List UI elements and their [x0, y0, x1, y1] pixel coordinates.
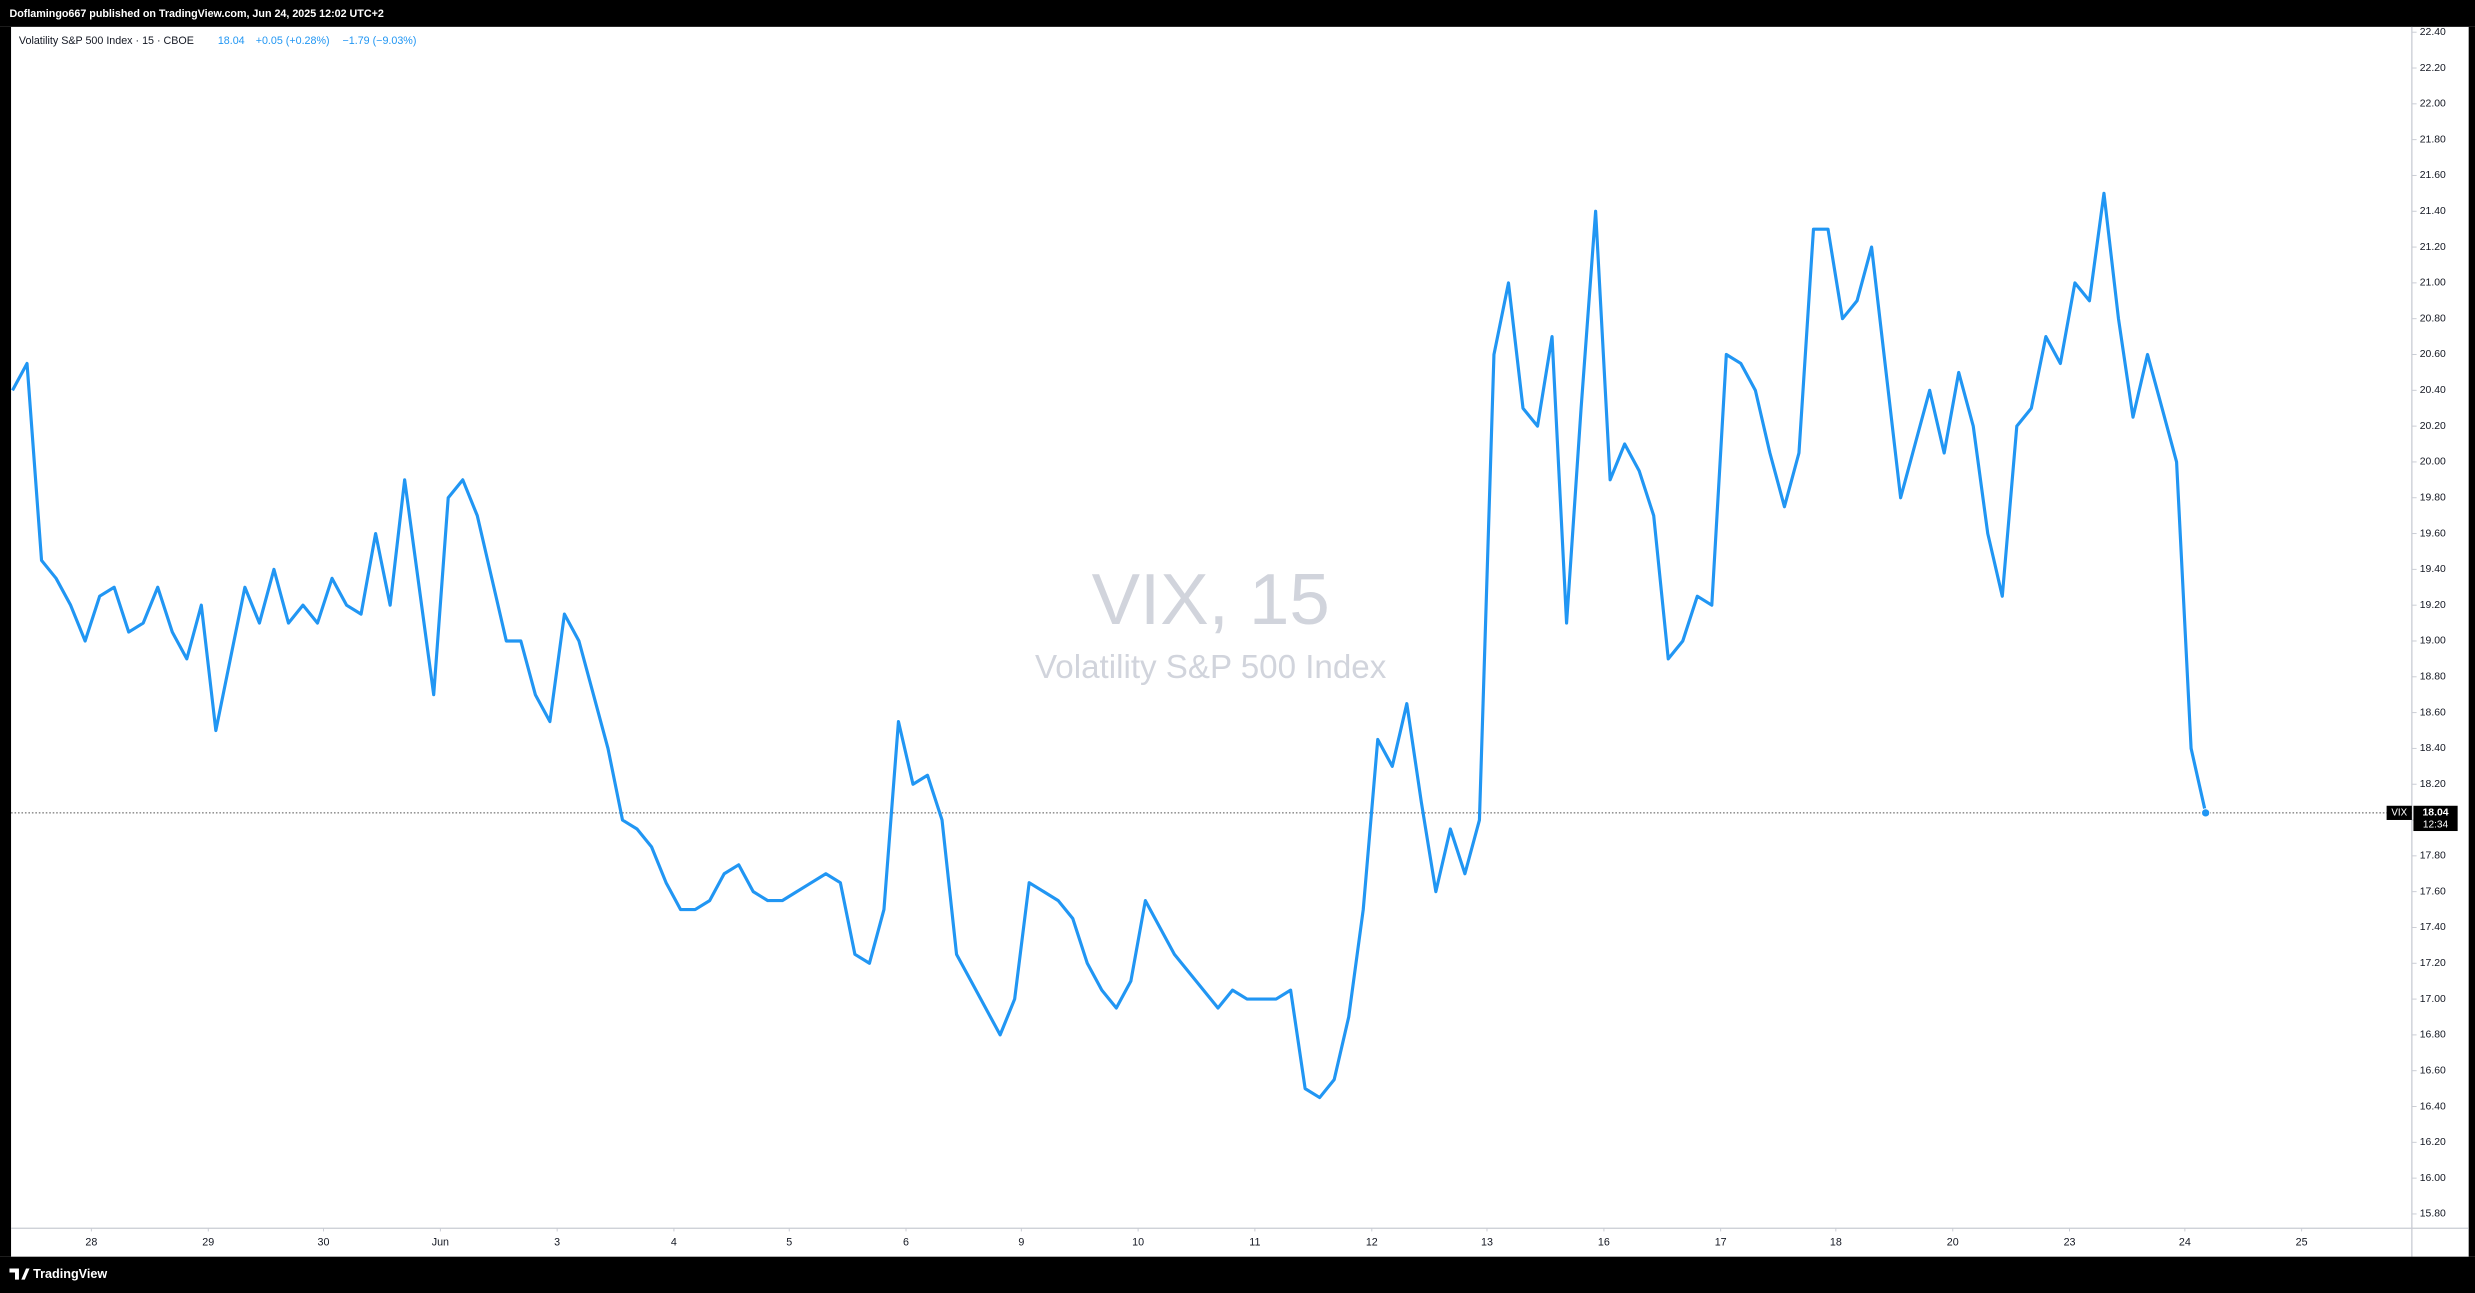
x-tick-label: 25: [2296, 1236, 2308, 1248]
x-tick-label: 29: [202, 1236, 214, 1248]
x-tick-label: 5: [786, 1236, 792, 1248]
symbol-tag: [2386, 805, 2412, 820]
publish-info: Doflamingo667 published on TradingView.c…: [9, 8, 383, 20]
x-tick-label: 3: [554, 1236, 560, 1248]
x-tick-label: 18: [1830, 1236, 1842, 1248]
y-tick-label: 22.40: [2420, 27, 2446, 38]
legend-change: +0.05 (+0.28%): [256, 35, 330, 47]
price-tag-time: 12:34: [2423, 819, 2449, 830]
legend-change-daily: −1.79 (−9.03%): [343, 35, 417, 47]
x-tick-label: 12: [1366, 1236, 1378, 1248]
legend-last[interactable]: 18.04: [218, 35, 245, 47]
y-tick-label: 20.60: [2420, 349, 2446, 360]
y-tick-label: 16.00: [2420, 1173, 2446, 1184]
price-tag-value: 18.04: [2423, 808, 2449, 819]
y-tick-label: 18.40: [2420, 743, 2446, 754]
y-tick-label: 18.20: [2420, 779, 2446, 790]
y-tick-label: 20.00: [2420, 457, 2446, 468]
price-tag: [2413, 805, 2458, 832]
x-tick-label: 30: [317, 1236, 329, 1248]
x-tick-label: 20: [1947, 1236, 1959, 1248]
price-series: [11, 191, 2208, 1100]
y-tick-label: 19.40: [2420, 564, 2446, 575]
y-tick-label: 20.20: [2420, 421, 2446, 432]
y-tick-label: 19.20: [2420, 600, 2446, 611]
y-tick-label: 16.40: [2420, 1101, 2446, 1112]
y-tick-label: 16.60: [2420, 1065, 2446, 1076]
y-tick-label: 19.60: [2420, 528, 2446, 539]
y-tick-label: 18.80: [2420, 672, 2446, 683]
plot: 15.80 16.00 16.20 16.40 16.60 16.80 17.00 17.20…: [11, 27, 2458, 1248]
tv-logo[interactable]: [9, 1268, 30, 1280]
x-tick-label: 6: [903, 1236, 909, 1248]
y-tick-label: 21.60: [2420, 170, 2446, 181]
y-tick-label: 21.40: [2420, 206, 2446, 217]
footer-bar: [0, 1256, 2475, 1293]
y-tick-label: 22.20: [2420, 63, 2446, 74]
right-frame: [2468, 26, 2475, 1257]
x-tick-label: 11: [1249, 1236, 1260, 1248]
x-tick-label: 23: [2064, 1236, 2076, 1248]
y-tick-label: 20.40: [2420, 385, 2446, 396]
x-tick-label: 24: [2179, 1236, 2191, 1248]
y-tick-label: 19.00: [2420, 636, 2446, 647]
last-point: [2201, 808, 2211, 818]
x-tick-label: Jun: [432, 1236, 449, 1248]
y-tick-label: 15.80: [2420, 1209, 2446, 1220]
y-tick-label: 16.20: [2420, 1137, 2446, 1148]
y-tick-label: 16.80: [2420, 1030, 2446, 1041]
y-tick-label: 21.20: [2420, 242, 2446, 253]
y-tick-label: 17.20: [2420, 958, 2446, 969]
header-bar: [0, 0, 2475, 27]
x-tick-label: 13: [1481, 1236, 1493, 1248]
watermark-name: Volatility S&P 500 Index: [1035, 649, 1387, 686]
x-tick-label: 28: [85, 1236, 97, 1248]
y-tick-label: 20.80: [2420, 313, 2446, 324]
x-tick-label: 10: [1132, 1236, 1144, 1248]
x-tick-label: 16: [1598, 1236, 1610, 1248]
y-tick-label: 22.00: [2420, 99, 2446, 110]
y-tick-label: 17.40: [2420, 922, 2446, 933]
x-tick-label: 4: [671, 1236, 677, 1248]
y-tick-label: 21.00: [2420, 278, 2446, 289]
x-tick-label: 9: [1018, 1236, 1024, 1248]
left-frame: [0, 26, 12, 1257]
y-tick-label: 18.60: [2420, 707, 2446, 718]
y-tick-label: 17.60: [2420, 886, 2446, 897]
footer-brand[interactable]: TradingView: [33, 1267, 107, 1281]
y-tick-label: 19.80: [2420, 492, 2446, 503]
legend-title: Volatility S&P 500 Index · 15 · CBOE: [19, 35, 194, 47]
y-tick-label: 17.00: [2420, 994, 2446, 1005]
y-tick-label: 21.80: [2420, 134, 2446, 145]
symbol-tag-label: VIX: [2391, 807, 2407, 818]
watermark-symbol: VIX, 15: [1092, 559, 1330, 640]
x-tick-label: 17: [1715, 1236, 1727, 1248]
y-tick-label: 17.80: [2420, 851, 2446, 862]
